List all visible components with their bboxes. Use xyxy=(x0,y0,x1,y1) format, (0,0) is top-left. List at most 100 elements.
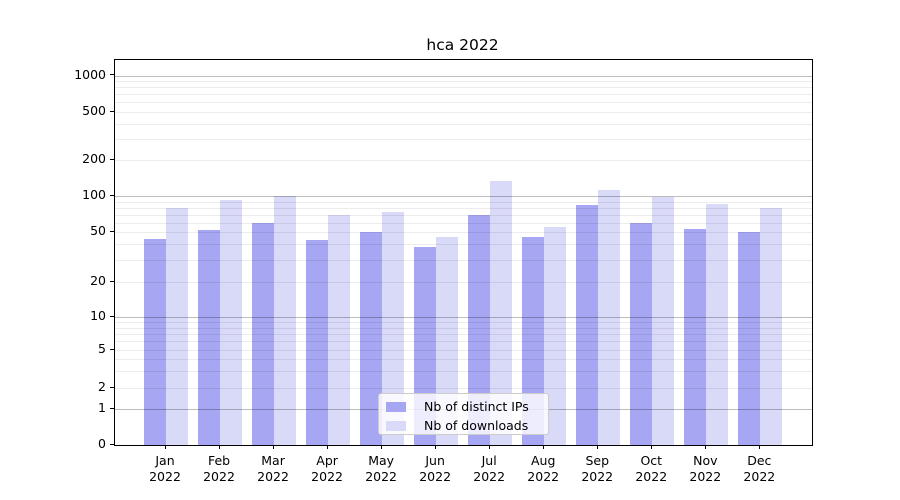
y-axis-tick-label: 500 xyxy=(82,103,106,118)
x-tick-year: 2022 xyxy=(473,468,506,484)
y-tick-mark xyxy=(110,443,114,445)
x-axis-tick-label: Aug 2022 xyxy=(511,453,575,484)
y-tick-mark xyxy=(110,407,114,409)
x-tick-year: 2022 xyxy=(689,468,722,484)
y-tick-mark xyxy=(110,74,114,76)
x-tick-mark xyxy=(380,445,382,449)
x-tick-mark xyxy=(758,445,761,449)
legend-label-distinct-ips: Nb of distinct IPs xyxy=(424,399,529,414)
x-tick-year: 2022 xyxy=(311,468,343,484)
x-tick-month: Jun xyxy=(425,453,445,468)
x-tick-month: Oct xyxy=(640,453,663,468)
bar-downloads xyxy=(436,236,459,445)
x-tick-month: Sep xyxy=(585,453,610,468)
x-tick-mark xyxy=(704,445,706,449)
x-tick-year: 2022 xyxy=(419,468,452,484)
legend-row-downloads: Nb of downloads xyxy=(386,417,548,434)
bar-distinct-ips xyxy=(576,205,599,445)
bar-downloads xyxy=(166,208,188,445)
x-axis-tick-label: Jun 2022 xyxy=(403,453,467,484)
x-tick-year: 2022 xyxy=(257,468,289,484)
plot-area xyxy=(114,59,813,446)
x-tick-year: 2022 xyxy=(149,468,181,484)
x-tick-month: Aug xyxy=(530,453,556,468)
y-axis-tick-label: 200 xyxy=(82,151,106,166)
bar-distinct-ips xyxy=(360,232,383,445)
x-tick-month: Mar xyxy=(261,453,285,468)
y-axis-tick-label: 1 xyxy=(98,400,106,415)
bar-downloads xyxy=(490,180,513,445)
bar-downloads xyxy=(706,204,729,445)
bar-downloads xyxy=(544,227,567,445)
x-axis-tick-label: Jul 2022 xyxy=(457,453,521,484)
y-axis-tick-label: 20 xyxy=(90,273,106,288)
x-tick-year: 2022 xyxy=(743,468,776,484)
legend-swatch-distinct-ips xyxy=(386,401,406,412)
x-tick-month: Apr xyxy=(316,453,338,468)
legend-swatch-downloads xyxy=(386,420,406,431)
bar-downloads xyxy=(652,196,675,445)
y-tick-mark xyxy=(110,110,114,112)
x-tick-mark xyxy=(650,445,652,449)
bar-distinct-ips xyxy=(738,232,761,445)
x-tick-mark xyxy=(542,445,544,449)
y-axis-tick-label: 100 xyxy=(82,187,106,202)
chart-title: hca 2022 xyxy=(426,36,499,54)
x-tick-year: 2022 xyxy=(581,468,614,484)
y-tick-mark xyxy=(110,348,114,350)
x-tick-mark xyxy=(326,445,328,449)
x-tick-month: Jul xyxy=(481,453,497,468)
x-tick-mark xyxy=(434,445,436,449)
bar-distinct-ips xyxy=(522,236,545,445)
bars-layer xyxy=(115,60,812,445)
x-tick-month: Nov xyxy=(693,453,718,468)
bar-downloads xyxy=(220,200,243,445)
x-tick-mark xyxy=(164,445,166,449)
x-axis-tick-label: Jan 2022 xyxy=(133,453,197,484)
x-tick-year: 2022 xyxy=(527,468,560,484)
bar-distinct-ips xyxy=(684,229,707,445)
y-tick-mark xyxy=(110,158,114,160)
x-tick-month: Jan xyxy=(155,453,175,468)
y-axis-tick-label: 50 xyxy=(90,223,106,238)
x-axis-tick-label: Apr 2022 xyxy=(295,453,359,484)
y-tick-mark xyxy=(110,386,114,388)
x-tick-month: Dec xyxy=(747,453,772,468)
legend-row-distinct-ips: Nb of distinct IPs xyxy=(386,398,548,415)
x-tick-month: May xyxy=(368,453,395,468)
y-axis-tick-label: 0 xyxy=(98,436,106,451)
y-tick-mark xyxy=(110,194,114,196)
bar-distinct-ips xyxy=(252,222,275,445)
y-axis-tick-label: 5 xyxy=(98,341,106,356)
bar-downloads xyxy=(328,214,351,445)
x-axis-tick-label: Mar 2022 xyxy=(241,453,305,484)
legend: Nb of distinct IPs Nb of downloads xyxy=(378,393,549,435)
x-tick-year: 2022 xyxy=(365,468,398,484)
bar-distinct-ips xyxy=(306,240,329,445)
x-axis-tick-label: Feb 2022 xyxy=(187,453,251,484)
x-axis-tick-label: Dec 2022 xyxy=(727,453,791,484)
bar-distinct-ips xyxy=(144,239,166,445)
bar-downloads xyxy=(598,189,621,445)
x-axis-tick-label: Nov 2022 xyxy=(673,453,737,484)
y-tick-mark xyxy=(110,280,114,282)
x-tick-year: 2022 xyxy=(203,468,235,484)
legend-label-downloads: Nb of downloads xyxy=(424,418,529,433)
y-tick-mark xyxy=(110,315,114,317)
bar-downloads xyxy=(760,208,783,445)
bar-downloads xyxy=(274,196,297,445)
bar-distinct-ips xyxy=(468,214,491,445)
x-tick-mark xyxy=(596,445,598,449)
x-axis-tick-label: May 2022 xyxy=(349,453,413,484)
bar-downloads xyxy=(382,212,405,445)
x-axis-tick-label: Sep 2022 xyxy=(565,453,629,484)
bar-distinct-ips xyxy=(198,230,221,445)
y-axis-tick-label: 10 xyxy=(90,308,106,323)
y-axis-tick-label: 1000 xyxy=(74,66,106,82)
x-axis-tick-label: Oct 2022 xyxy=(619,453,683,484)
x-tick-year: 2022 xyxy=(635,468,668,484)
x-tick-month: Feb xyxy=(207,453,231,468)
x-tick-mark xyxy=(488,445,490,449)
y-tick-mark xyxy=(110,230,114,232)
